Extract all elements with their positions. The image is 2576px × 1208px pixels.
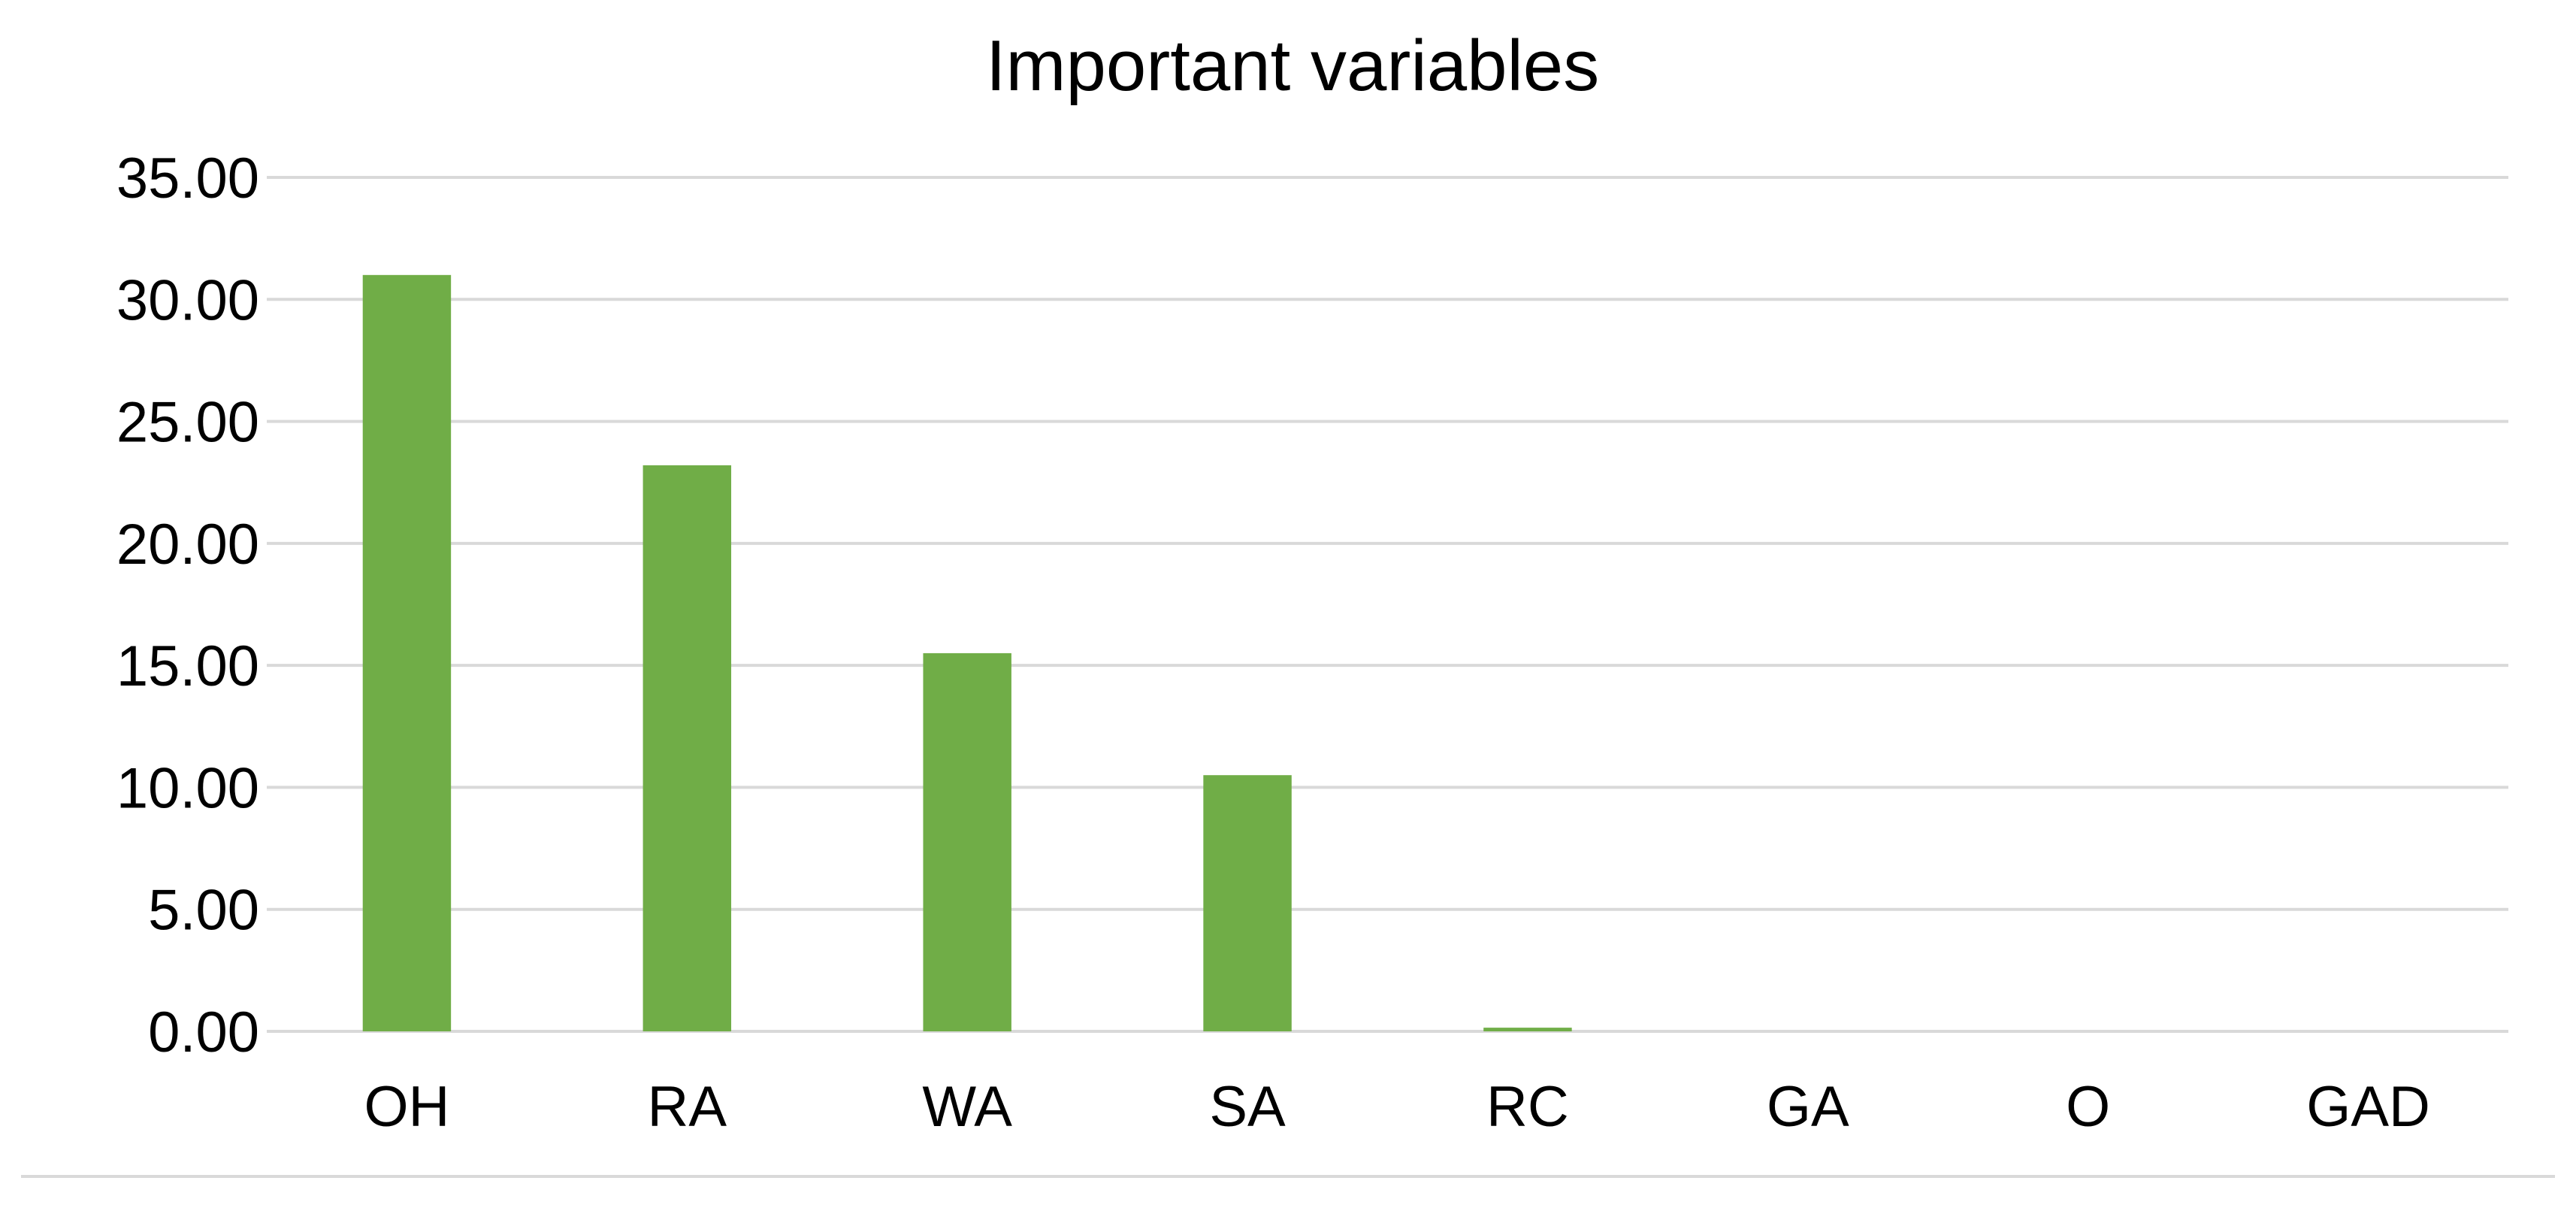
x-category-label: GA xyxy=(1767,1075,1849,1139)
x-category-label: WA xyxy=(922,1075,1012,1139)
bar-oh xyxy=(362,274,452,1031)
y-axis-tick-labels: 0.00 5.00 10.00 15.00 20.00 25.00 30.00 35.00 xyxy=(116,147,259,1064)
chart-title: Important variables xyxy=(986,26,1599,106)
y-tick-label: 35.00 xyxy=(116,147,259,210)
y-tick-label: 30.00 xyxy=(116,268,259,332)
x-category-label: GAD xyxy=(2306,1075,2430,1139)
x-category-label: O xyxy=(2066,1075,2110,1139)
bar-sa xyxy=(1203,775,1292,1031)
x-category-label: RC xyxy=(1486,1075,1569,1139)
bar-ra xyxy=(642,465,732,1031)
y-tick-label: 20.00 xyxy=(116,513,259,577)
gridlines xyxy=(267,176,2508,1033)
y-tick-label: 25.00 xyxy=(116,391,259,455)
x-category-label: SA xyxy=(1209,1075,1286,1139)
x-category-label: OH xyxy=(364,1075,449,1139)
bar-wa xyxy=(923,652,1011,1031)
y-tick-label: 5.00 xyxy=(148,879,259,943)
x-axis-category-labels: OH RA WA SA RC GA O GAD xyxy=(364,1075,2429,1139)
y-tick-label: 10.00 xyxy=(116,756,259,820)
bars xyxy=(362,274,1572,1031)
y-tick-label: 0.00 xyxy=(148,1001,259,1064)
x-category-label: RA xyxy=(648,1075,727,1139)
bar-rc xyxy=(1483,1028,1572,1031)
y-tick-label: 15.00 xyxy=(116,634,259,698)
